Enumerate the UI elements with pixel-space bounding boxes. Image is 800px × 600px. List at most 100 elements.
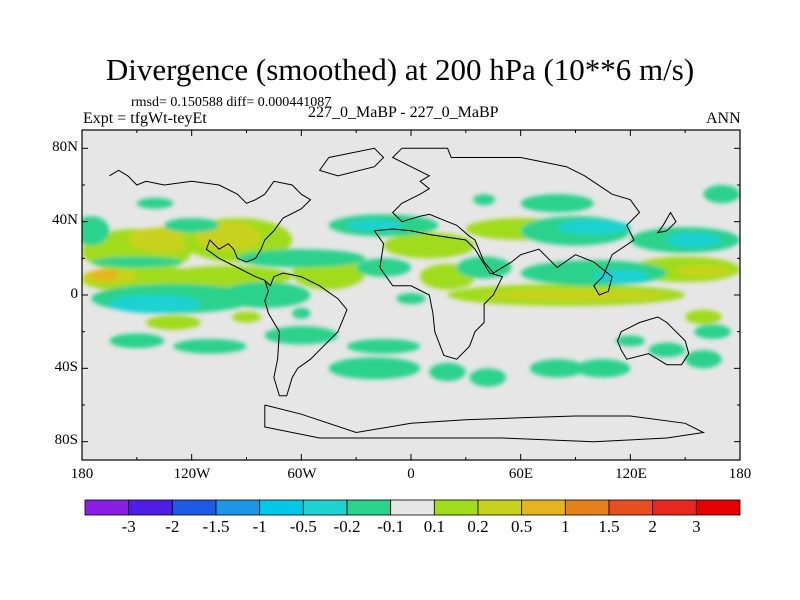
field-patch-pos-weak bbox=[685, 309, 722, 325]
colorbar-label: -0.5 bbox=[289, 517, 317, 536]
colorbar-label: 3 bbox=[692, 517, 701, 536]
colorbar-label: 0.2 bbox=[467, 517, 489, 536]
field-patch-neg-weak bbox=[520, 194, 594, 213]
colorbar-swatch bbox=[652, 499, 697, 516]
colorbar-swatch bbox=[171, 499, 217, 516]
divergence-field bbox=[82, 185, 740, 387]
colorbar-swatch bbox=[433, 499, 479, 516]
field-patch-neg-weak bbox=[648, 342, 686, 358]
colorbar-label: 1.5 bbox=[598, 517, 620, 536]
field-patch-pos-mid bbox=[676, 265, 731, 277]
lon-label-120e: 120E bbox=[615, 466, 647, 482]
field-patch-pos-weak bbox=[164, 265, 293, 288]
field-patch-neg-mid bbox=[109, 295, 201, 314]
colorbar-swatch bbox=[695, 499, 741, 516]
field-patch-neg-weak bbox=[396, 293, 426, 305]
field-patch-neg-weak bbox=[469, 368, 507, 387]
colorbar-swatch bbox=[302, 499, 348, 516]
field-patch-neg-weak bbox=[575, 359, 631, 378]
lat-label-80s: 80S bbox=[54, 432, 78, 448]
colorbar-label: -0.2 bbox=[333, 517, 361, 536]
field-patch-neg-weak bbox=[292, 307, 311, 319]
colorbar-label: -1.5 bbox=[202, 517, 230, 536]
field-patch-neg-weak bbox=[237, 249, 366, 268]
colorbar-swatch bbox=[215, 499, 261, 516]
lat-label-40s: 40S bbox=[54, 359, 78, 375]
case-subtitle: 227_0_MaBP - 227_0_MaBP bbox=[308, 104, 499, 121]
colorbar-swatch bbox=[608, 499, 654, 516]
field-patch-neg-weak bbox=[685, 350, 722, 369]
season-label: ANN bbox=[706, 110, 741, 127]
field-patch-neg-mid bbox=[347, 219, 402, 231]
lat-label-eq: 0 bbox=[70, 286, 79, 302]
field-patch-pos-mid bbox=[484, 289, 667, 301]
field-patch-neg-weak bbox=[356, 258, 412, 277]
colorbar-label: -1 bbox=[252, 517, 267, 536]
experiment-label: Expt = tfgWt-teyEt bbox=[83, 110, 207, 127]
colorbar-swatch bbox=[128, 499, 173, 516]
colorbar-label: -3 bbox=[121, 517, 136, 536]
field-patch-neg-weak bbox=[328, 357, 421, 380]
coastline-segment bbox=[373, 228, 504, 360]
field-patch-neg-weak bbox=[473, 194, 496, 206]
coastline-segment bbox=[109, 169, 312, 241]
lat-label-40n: 40N bbox=[52, 212, 78, 228]
field-patch-pos-weak bbox=[145, 315, 201, 330]
field-patch-neg-weak bbox=[529, 359, 585, 378]
field-patch-neg-mid bbox=[666, 232, 722, 248]
field-patch-neg-weak bbox=[136, 197, 174, 209]
coastlines bbox=[109, 147, 706, 443]
field-patch-pos-strong bbox=[89, 269, 119, 281]
lon-label-120w: 120W bbox=[173, 466, 211, 482]
lon-label-180e: 180 bbox=[728, 466, 752, 482]
field-patch-neg-weak bbox=[347, 339, 421, 354]
colorbar-label: 1 bbox=[561, 517, 570, 536]
field-patch-neg-weak bbox=[456, 256, 512, 279]
axis-ticks bbox=[81, 130, 741, 460]
colorbar-label: 2 bbox=[648, 517, 657, 536]
field-patch-neg-weak bbox=[82, 216, 110, 246]
coastline-segment bbox=[318, 147, 385, 177]
colorbar-label: -2 bbox=[165, 517, 180, 536]
colorbar-swatch bbox=[390, 499, 435, 516]
field-patch-neg-weak bbox=[615, 335, 645, 347]
colorbar-label: 0.5 bbox=[511, 517, 533, 536]
coastline-segment bbox=[264, 404, 706, 443]
field-patch-neg-mid bbox=[557, 219, 631, 235]
colorbar-label: -0.1 bbox=[377, 517, 405, 536]
colorbar-swatch bbox=[259, 499, 304, 516]
field-patch-neg-weak bbox=[91, 256, 183, 268]
colorbar-swatch bbox=[346, 499, 392, 516]
field-patch-pos-mid bbox=[127, 227, 201, 253]
colorbar-swatch bbox=[564, 499, 610, 516]
field-patch-neg-weak bbox=[694, 324, 731, 339]
stats-line: rmsd= 0.150588 diff= 0.000441087 bbox=[131, 95, 332, 110]
field-patch-neg-weak bbox=[164, 218, 220, 233]
field-patch-neg-weak bbox=[264, 326, 338, 345]
colorbar-swatch bbox=[477, 499, 523, 516]
field-patch-neg-weak bbox=[520, 260, 667, 286]
field-patch-neg-mid bbox=[593, 269, 649, 284]
field-patch-neg-weak bbox=[429, 362, 466, 382]
colorbar bbox=[84, 499, 741, 516]
field-patch-neg-weak bbox=[219, 282, 311, 308]
plot-title: Divergence (smoothed) at 200 hPa (10**6 … bbox=[105, 52, 695, 87]
field-patch-pos-weak bbox=[383, 232, 475, 259]
field-patch-neg-weak bbox=[703, 185, 740, 204]
lat-label-80n: 80N bbox=[52, 139, 78, 155]
lon-label-180w: 180 bbox=[70, 466, 94, 482]
lon-label-60w: 60W bbox=[287, 466, 317, 482]
lon-label-0: 0 bbox=[407, 466, 415, 482]
coastline-segment bbox=[391, 147, 641, 296]
lon-label-60e: 60E bbox=[508, 466, 534, 482]
field-patch-neg-weak bbox=[109, 333, 165, 349]
colorbar-label: 0.1 bbox=[423, 517, 445, 536]
colorbar-swatch bbox=[84, 499, 130, 516]
coastline-segment bbox=[616, 316, 690, 366]
coastline-segment bbox=[656, 211, 677, 234]
coastline-segment bbox=[205, 239, 348, 397]
colorbar-swatch bbox=[521, 499, 566, 516]
field-patch-pos-weak bbox=[231, 311, 262, 323]
field-patch-neg-weak bbox=[173, 339, 247, 354]
